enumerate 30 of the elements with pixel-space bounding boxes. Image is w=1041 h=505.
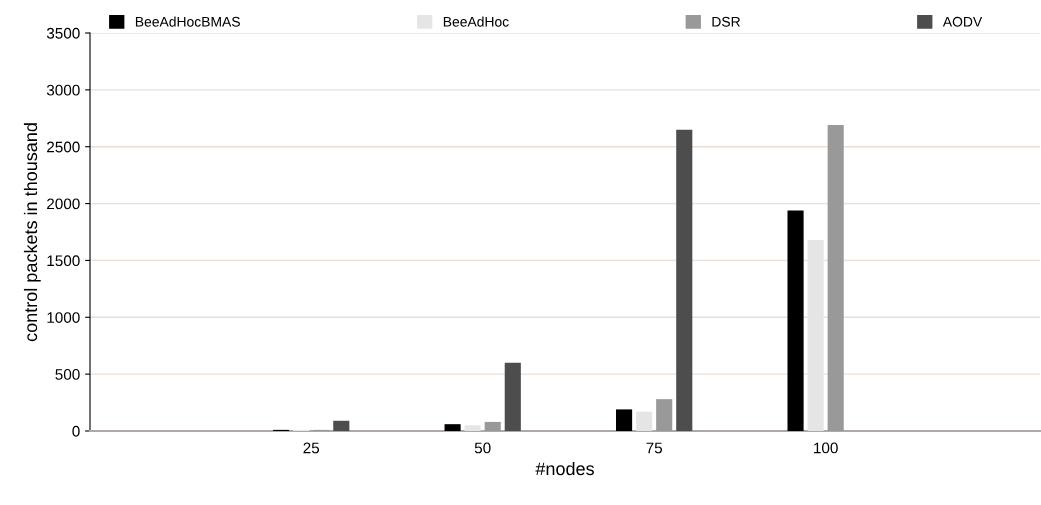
- bar: [656, 399, 673, 431]
- bar: [504, 362, 521, 431]
- legend-label: DSR: [712, 16, 741, 27]
- x-tick-label: 100: [814, 442, 838, 454]
- bar: [333, 420, 350, 431]
- y-tick-label: 1500: [47, 255, 80, 267]
- y-tick-label: 500: [55, 369, 80, 380]
- bar: [827, 125, 844, 431]
- y-tick-label: 3000: [46, 84, 80, 96]
- bar: [787, 210, 804, 431]
- y-tick-label: 1000: [47, 312, 80, 323]
- y-tick-label: 2500: [47, 141, 80, 153]
- bar: [444, 424, 461, 431]
- bar: [807, 239, 824, 431]
- legend-label: BeeAdHoc: [443, 16, 509, 27]
- y-axis-title: control packets in thousand: [23, 123, 41, 342]
- legend-label: BeeAdHocBMAS: [135, 16, 240, 27]
- bar: [616, 409, 633, 431]
- x-tick-label: 25: [303, 442, 320, 454]
- bar: [636, 411, 653, 431]
- bar: [676, 129, 693, 431]
- y-tick-label: 3500: [46, 27, 80, 39]
- legend-label: AODV: [942, 16, 983, 27]
- x-axis-title: #nodes: [535, 461, 594, 476]
- y-tick-label: 2000: [47, 198, 80, 210]
- x-tick-label: 50: [474, 442, 491, 454]
- y-tick-label: 0: [72, 425, 80, 437]
- x-tick-label: 75: [646, 442, 663, 454]
- bar: [484, 421, 501, 431]
- bar: [464, 425, 481, 431]
